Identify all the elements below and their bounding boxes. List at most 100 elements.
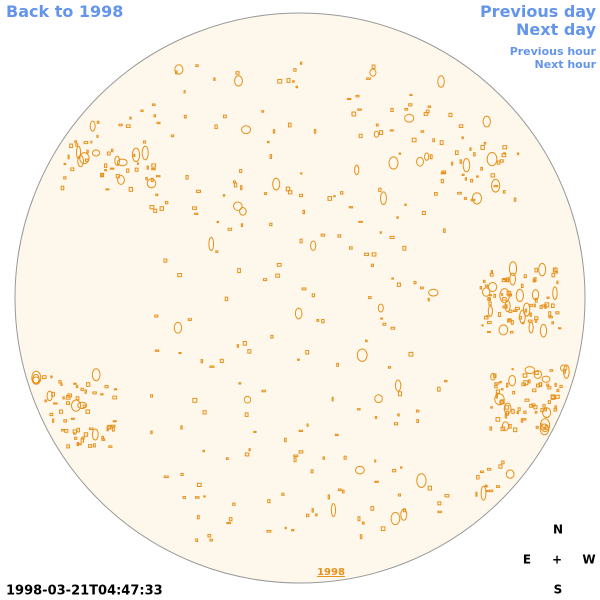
contour — [232, 502, 236, 506]
contour — [151, 163, 157, 168]
contour — [470, 178, 474, 183]
contour — [443, 228, 446, 233]
contour — [485, 315, 489, 318]
contour — [490, 406, 493, 409]
contour — [284, 437, 287, 443]
contour — [134, 167, 139, 172]
contour — [411, 137, 417, 143]
contour — [499, 288, 510, 304]
contour — [524, 366, 536, 375]
contour — [394, 422, 399, 426]
contour — [392, 468, 397, 473]
contour — [113, 388, 118, 391]
contour — [88, 427, 94, 431]
contour — [501, 293, 504, 296]
contour — [375, 123, 379, 127]
contour — [556, 280, 559, 285]
contour — [70, 167, 75, 172]
next-hour-link[interactable]: Next hour — [534, 58, 597, 71]
contour — [538, 262, 547, 277]
contour — [558, 327, 562, 330]
contour — [272, 129, 276, 134]
contour — [554, 382, 557, 387]
contour — [553, 267, 558, 273]
contour — [203, 495, 206, 498]
contour — [346, 97, 352, 101]
contour — [202, 410, 207, 415]
contour — [173, 321, 183, 334]
contour — [164, 200, 169, 205]
back-link[interactable]: Back to 1998 — [6, 2, 124, 21]
contour — [482, 115, 491, 128]
contour — [480, 166, 483, 171]
previous-day-link[interactable]: Previous day — [479, 2, 596, 21]
contour — [481, 324, 484, 327]
contour — [520, 283, 524, 288]
next-day-link[interactable]: Next day — [516, 20, 596, 39]
contour — [504, 413, 508, 419]
contour — [425, 109, 430, 114]
contour — [542, 426, 546, 430]
contour — [489, 426, 493, 431]
contour — [427, 105, 432, 108]
contour — [539, 423, 550, 436]
contour — [488, 489, 494, 493]
contour — [437, 75, 445, 88]
contour — [305, 513, 310, 518]
previous-hour-link[interactable]: Previous hour — [509, 45, 596, 58]
contour — [209, 365, 215, 368]
contour — [497, 312, 501, 318]
contour — [444, 494, 450, 498]
contour — [151, 103, 156, 106]
contour — [389, 235, 395, 239]
contour — [495, 416, 501, 422]
contour — [457, 191, 462, 195]
contour — [348, 206, 354, 209]
contour — [464, 177, 467, 181]
contour — [82, 404, 86, 409]
contour — [292, 80, 295, 83]
compass-east: E — [523, 553, 531, 567]
contour — [480, 144, 485, 150]
contour — [80, 387, 84, 392]
contour — [226, 522, 231, 525]
contour — [209, 538, 213, 542]
contour — [128, 186, 134, 192]
contour — [142, 140, 147, 144]
contour — [429, 154, 433, 160]
contour — [359, 534, 363, 540]
contour — [50, 375, 53, 379]
contour — [340, 191, 344, 195]
contour — [155, 193, 159, 197]
contour — [388, 156, 399, 170]
contour — [105, 188, 110, 191]
contour — [66, 444, 70, 449]
contour — [390, 107, 394, 112]
year-link[interactable]: 1998 — [317, 567, 345, 578]
contour — [91, 428, 99, 441]
contour — [400, 508, 408, 521]
contour — [522, 302, 531, 317]
contour — [253, 430, 257, 433]
contour — [145, 176, 148, 181]
contour — [548, 311, 552, 316]
contour — [404, 113, 415, 123]
contour — [508, 309, 513, 313]
contour — [380, 317, 384, 320]
contour — [493, 373, 497, 378]
contour — [76, 441, 79, 447]
contour — [439, 140, 444, 146]
contour — [49, 412, 54, 417]
contour — [330, 503, 337, 517]
contour — [533, 303, 536, 308]
contour — [454, 150, 459, 155]
contour — [219, 358, 224, 363]
contour — [214, 124, 218, 129]
contour — [476, 175, 479, 178]
contour — [170, 134, 175, 138]
contour — [183, 114, 187, 119]
contour — [397, 413, 400, 417]
contour — [533, 405, 538, 410]
active-regions — [31, 61, 570, 543]
contour — [202, 449, 206, 453]
